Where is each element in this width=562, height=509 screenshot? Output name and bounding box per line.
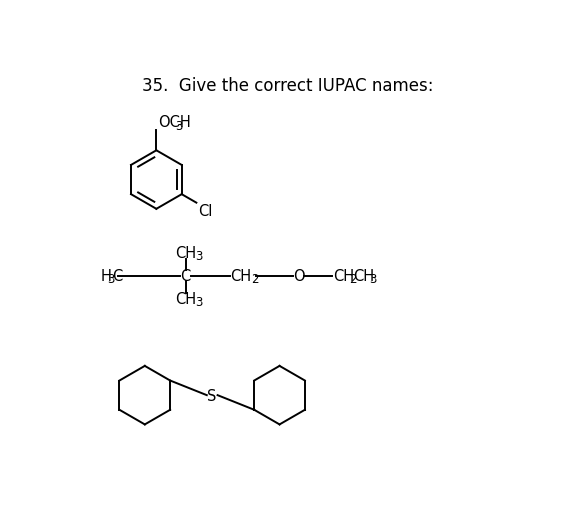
- Text: O: O: [293, 269, 305, 284]
- Text: C: C: [180, 269, 191, 284]
- Text: CH: CH: [333, 269, 355, 284]
- Text: C: C: [112, 269, 122, 284]
- Text: H: H: [101, 269, 112, 284]
- Text: 3: 3: [196, 249, 203, 262]
- Text: OCH: OCH: [158, 115, 191, 130]
- Text: Cl: Cl: [198, 204, 212, 219]
- Text: CH: CH: [175, 292, 196, 307]
- Text: 3: 3: [196, 295, 203, 308]
- Text: 3: 3: [175, 120, 183, 132]
- Text: 3: 3: [107, 272, 115, 285]
- Text: S: S: [207, 388, 217, 403]
- Text: 35.  Give the correct IUPAC names:: 35. Give the correct IUPAC names:: [142, 76, 434, 94]
- Text: CH: CH: [230, 269, 252, 284]
- Text: CH: CH: [175, 246, 196, 261]
- Text: 2: 2: [349, 272, 356, 285]
- Text: 3: 3: [369, 272, 376, 285]
- Text: CH: CH: [353, 269, 375, 284]
- Text: 2: 2: [251, 272, 259, 285]
